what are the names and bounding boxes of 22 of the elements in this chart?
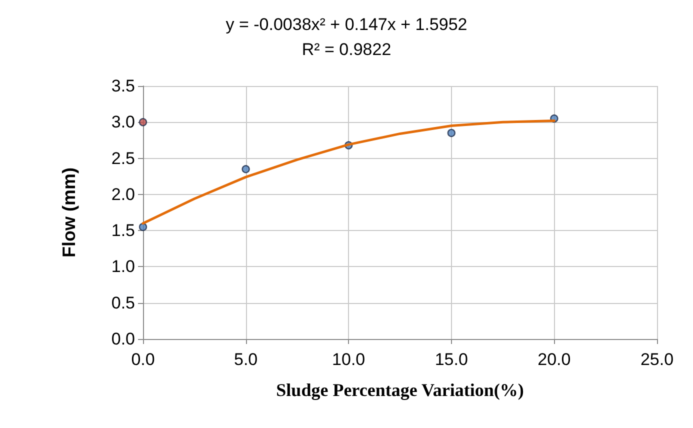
point — [447, 128, 456, 138]
text: y = -0.0038x² + 0.147x + 1.5952 — [226, 15, 468, 34]
x-tick-label: 20.0 — [538, 350, 571, 369]
point — [242, 165, 250, 174]
y-axis-title: Flow (mm) — [59, 168, 79, 258]
x-tick-label: 10.0 — [332, 350, 366, 369]
point — [138, 222, 148, 232]
x-tick-label: 15.0 — [434, 350, 468, 369]
y-tick-label: 2.5 — [111, 148, 135, 168]
x-axis-title: Sludge Percentage Variation(%) — [276, 380, 524, 400]
y-tick-label: 3.0 — [111, 112, 135, 132]
x-tick-label: 0.0 — [131, 350, 155, 369]
y-tick-label: 0.0 — [111, 330, 135, 348]
y-tick-label: 2.0 — [111, 184, 135, 204]
x-tick-label: 5.0 — [234, 350, 258, 369]
y-tick-label: 3.5 — [111, 76, 135, 96]
point — [138, 118, 148, 126]
y-tick-label: 0.5 — [111, 293, 135, 312]
text: R² = 0.9822 — [302, 40, 392, 59]
y-tick-label: 1.0 — [111, 257, 135, 276]
x-tick-label: 25.0 — [640, 350, 674, 369]
y-tick-label: 1.5 — [111, 221, 135, 240]
